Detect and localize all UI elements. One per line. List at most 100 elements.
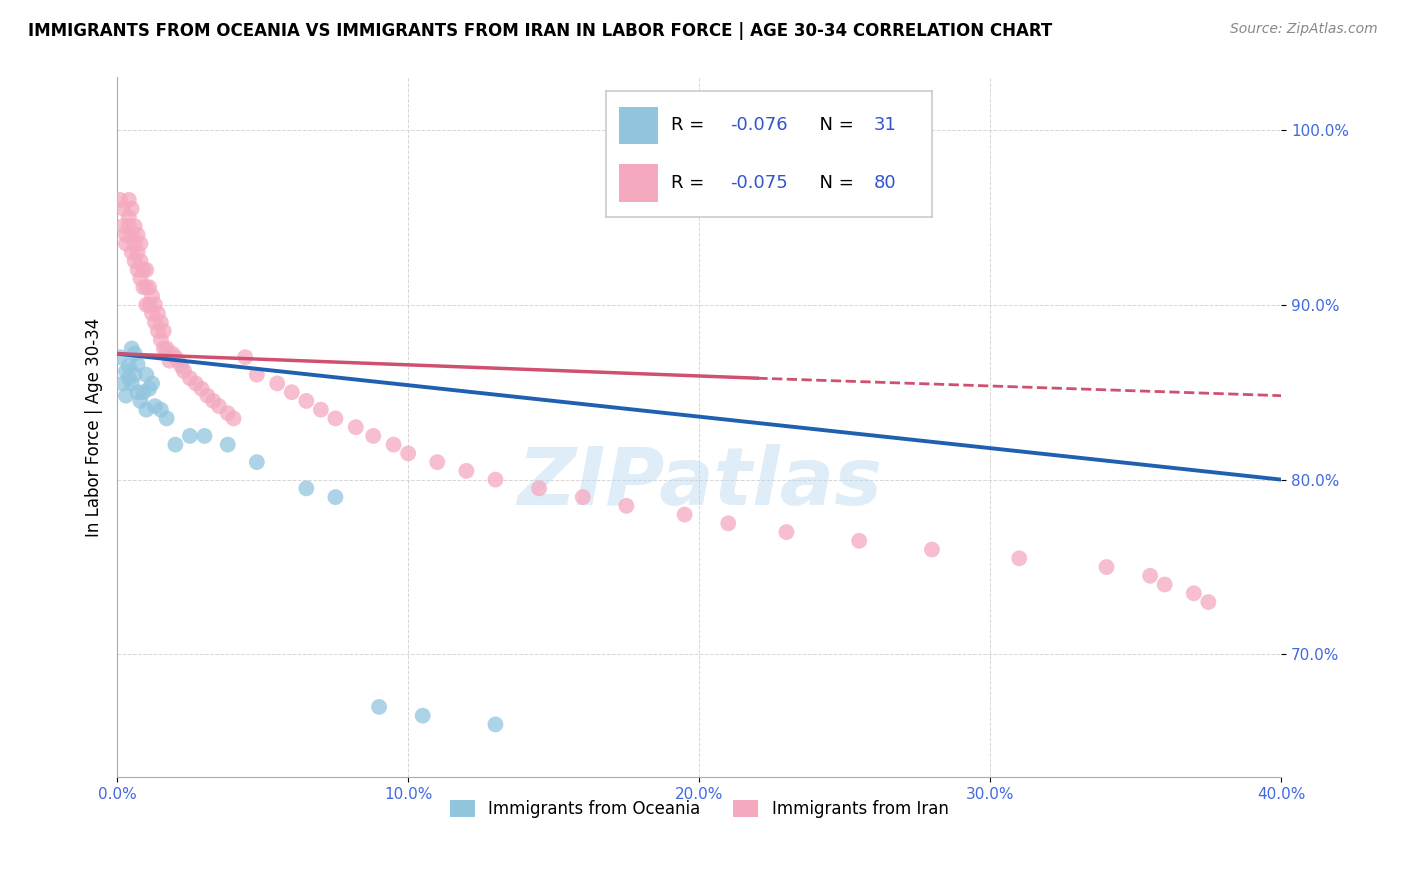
Point — [115, 364, 138, 378]
Point — [295, 481, 318, 495]
Point — [129, 271, 152, 285]
Point — [118, 219, 141, 233]
Point — [382, 437, 405, 451]
Point — [1008, 551, 1031, 566]
Point — [127, 227, 149, 242]
Point — [673, 508, 696, 522]
Point — [129, 236, 152, 251]
Point — [368, 700, 391, 714]
Point — [921, 542, 943, 557]
Point — [124, 254, 146, 268]
Point — [141, 306, 163, 320]
Point — [124, 347, 146, 361]
Point — [127, 385, 149, 400]
Point — [173, 364, 195, 378]
Point — [111, 376, 134, 391]
Point — [143, 298, 166, 312]
Point — [246, 455, 269, 469]
Point — [121, 202, 143, 216]
Point — [295, 393, 318, 408]
Point — [456, 464, 478, 478]
Point — [146, 306, 169, 320]
Point — [149, 315, 172, 329]
Point — [246, 368, 269, 382]
Point — [152, 342, 174, 356]
Point — [143, 315, 166, 329]
Point — [115, 389, 138, 403]
Point — [484, 717, 506, 731]
Point — [717, 516, 740, 531]
Point — [135, 368, 157, 382]
Point — [132, 280, 155, 294]
Point — [124, 368, 146, 382]
Point — [135, 298, 157, 312]
Point — [616, 499, 638, 513]
Point — [121, 376, 143, 391]
Point — [135, 402, 157, 417]
Point — [149, 402, 172, 417]
Point — [108, 193, 131, 207]
Point — [222, 411, 245, 425]
Point — [179, 429, 201, 443]
Text: IMMIGRANTS FROM OCEANIA VS IMMIGRANTS FROM IRAN IN LABOR FORCE | AGE 30-34 CORRE: IMMIGRANTS FROM OCEANIA VS IMMIGRANTS FR… — [28, 22, 1052, 40]
Point — [129, 393, 152, 408]
Point — [111, 219, 134, 233]
Point — [121, 342, 143, 356]
Legend: Immigrants from Oceania, Immigrants from Iran: Immigrants from Oceania, Immigrants from… — [443, 793, 955, 824]
Point — [118, 211, 141, 225]
Point — [124, 236, 146, 251]
Point — [1153, 577, 1175, 591]
Point — [208, 399, 231, 413]
Point — [325, 490, 347, 504]
Point — [108, 350, 131, 364]
Point — [127, 245, 149, 260]
Point — [118, 359, 141, 373]
Point — [121, 227, 143, 242]
Point — [127, 262, 149, 277]
Point — [848, 533, 870, 548]
Point — [115, 227, 138, 242]
Point — [149, 333, 172, 347]
Point — [135, 280, 157, 294]
Point — [115, 236, 138, 251]
Point — [167, 353, 190, 368]
Point — [159, 353, 181, 368]
Point — [111, 202, 134, 216]
Point — [344, 420, 367, 434]
Point — [266, 376, 288, 391]
Text: Source: ZipAtlas.com: Source: ZipAtlas.com — [1230, 22, 1378, 37]
Point — [233, 350, 256, 364]
Point — [156, 342, 179, 356]
Point — [170, 359, 193, 373]
Point — [138, 298, 160, 312]
Point — [193, 429, 215, 443]
Point — [1139, 568, 1161, 582]
Point — [138, 382, 160, 396]
Point — [132, 385, 155, 400]
Point — [184, 376, 207, 391]
Point — [179, 371, 201, 385]
Point — [396, 446, 419, 460]
Point — [138, 280, 160, 294]
Point — [1182, 586, 1205, 600]
Point — [217, 406, 239, 420]
Point — [127, 357, 149, 371]
Point — [162, 347, 184, 361]
Point — [118, 371, 141, 385]
Point — [132, 262, 155, 277]
Point — [143, 399, 166, 413]
Point — [129, 254, 152, 268]
Point — [156, 411, 179, 425]
Point — [146, 324, 169, 338]
Text: ZIPatlas: ZIPatlas — [516, 444, 882, 522]
Point — [217, 437, 239, 451]
Point — [1095, 560, 1118, 574]
Point — [190, 382, 212, 396]
Point — [165, 437, 187, 451]
Point — [412, 708, 434, 723]
Point — [197, 389, 219, 403]
Point — [152, 324, 174, 338]
Point — [141, 376, 163, 391]
Point — [202, 393, 225, 408]
Point — [121, 245, 143, 260]
